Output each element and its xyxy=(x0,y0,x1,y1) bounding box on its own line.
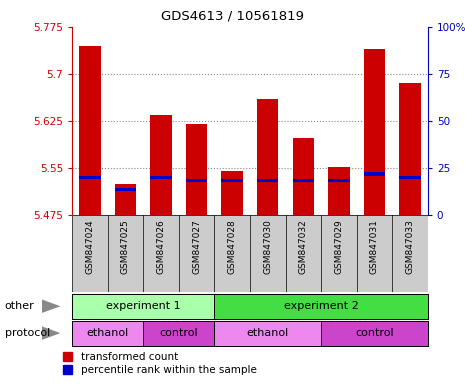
Text: GSM847024: GSM847024 xyxy=(86,219,94,273)
Bar xyxy=(292,138,314,215)
Bar xyxy=(150,115,172,215)
Text: GSM847026: GSM847026 xyxy=(157,219,166,274)
Bar xyxy=(399,83,421,215)
Bar xyxy=(328,167,350,215)
Bar xyxy=(364,172,385,175)
Text: GDS4613 / 10561819: GDS4613 / 10561819 xyxy=(161,10,304,23)
Legend: transformed count, percentile rank within the sample: transformed count, percentile rank withi… xyxy=(61,350,259,377)
Polygon shape xyxy=(42,300,60,313)
Text: GSM847029: GSM847029 xyxy=(334,219,343,274)
Bar xyxy=(221,179,243,182)
Text: experiment 1: experiment 1 xyxy=(106,301,180,311)
Bar xyxy=(79,175,100,179)
Text: GSM847032: GSM847032 xyxy=(299,219,308,274)
Bar xyxy=(186,179,207,182)
Bar xyxy=(257,99,279,215)
Bar xyxy=(328,179,350,182)
Bar xyxy=(186,124,207,215)
Text: control: control xyxy=(355,328,394,338)
Text: ethanol: ethanol xyxy=(86,328,129,338)
Text: protocol: protocol xyxy=(5,328,50,338)
Bar xyxy=(115,184,136,215)
Text: GSM847033: GSM847033 xyxy=(405,219,414,274)
Bar xyxy=(292,179,314,182)
Bar xyxy=(257,179,279,182)
Bar xyxy=(150,175,172,179)
Text: GSM847028: GSM847028 xyxy=(228,219,237,274)
Bar xyxy=(79,46,100,215)
Bar xyxy=(399,175,421,179)
Bar xyxy=(115,188,136,191)
Bar xyxy=(221,171,243,215)
Text: GSM847027: GSM847027 xyxy=(192,219,201,274)
Text: GSM847030: GSM847030 xyxy=(263,219,272,274)
Text: GSM847025: GSM847025 xyxy=(121,219,130,274)
Polygon shape xyxy=(42,326,60,340)
Bar xyxy=(364,49,385,215)
Text: other: other xyxy=(5,301,34,311)
Text: experiment 2: experiment 2 xyxy=(284,301,359,311)
Text: GSM847031: GSM847031 xyxy=(370,219,379,274)
Text: control: control xyxy=(159,328,198,338)
Text: ethanol: ethanol xyxy=(246,328,289,338)
